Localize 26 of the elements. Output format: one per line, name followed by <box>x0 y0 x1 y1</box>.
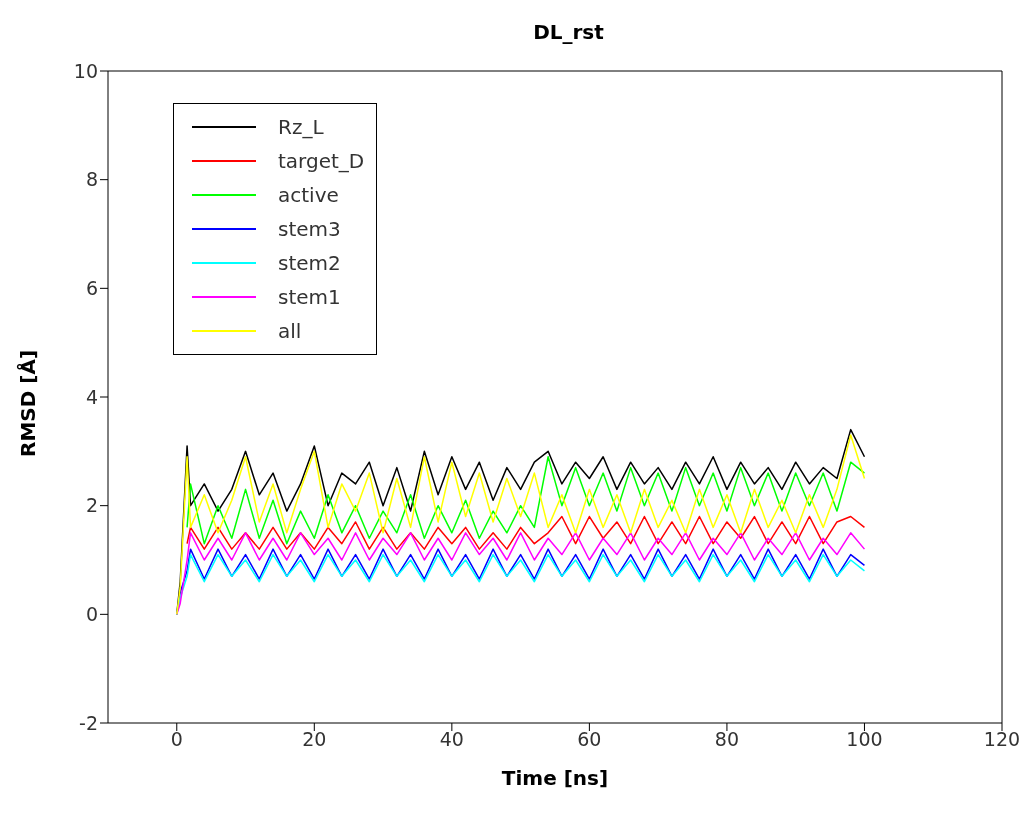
y-tick-label: 6 <box>85 277 98 300</box>
x-tick-label: 60 <box>577 728 602 751</box>
y-axis-title: RMSD [Å] <box>16 349 41 457</box>
legend-label: Rz_L <box>278 115 324 139</box>
y-tick-label: 4 <box>85 385 98 408</box>
x-tick-label: 120 <box>983 728 1021 751</box>
x-tick-label: 100 <box>846 728 883 751</box>
x-tick-label: 80 <box>714 728 740 751</box>
x-tick-label: 20 <box>302 728 327 751</box>
y-tick-label: 8 <box>85 168 98 191</box>
chart-title: DL_rst <box>532 20 605 44</box>
legend-label: target_D <box>278 149 365 173</box>
legend-label: stem1 <box>278 285 341 309</box>
legend-label: active <box>278 183 339 207</box>
line-series <box>186 456 866 545</box>
legend-label: stem3 <box>278 217 341 241</box>
y-tick-label: -2 <box>79 711 98 734</box>
y-tick-label: 10 <box>73 59 98 82</box>
line-series <box>186 515 866 550</box>
x-axis-title: Time [ns] <box>501 766 609 790</box>
legend-label: stem2 <box>278 251 341 275</box>
legend-label: all <box>278 319 302 343</box>
x-tick-label: 40 <box>439 728 464 751</box>
y-tick-label: 0 <box>85 603 98 626</box>
y-tick-label: 2 <box>85 494 98 517</box>
x-tick-label: 0 <box>170 728 183 751</box>
